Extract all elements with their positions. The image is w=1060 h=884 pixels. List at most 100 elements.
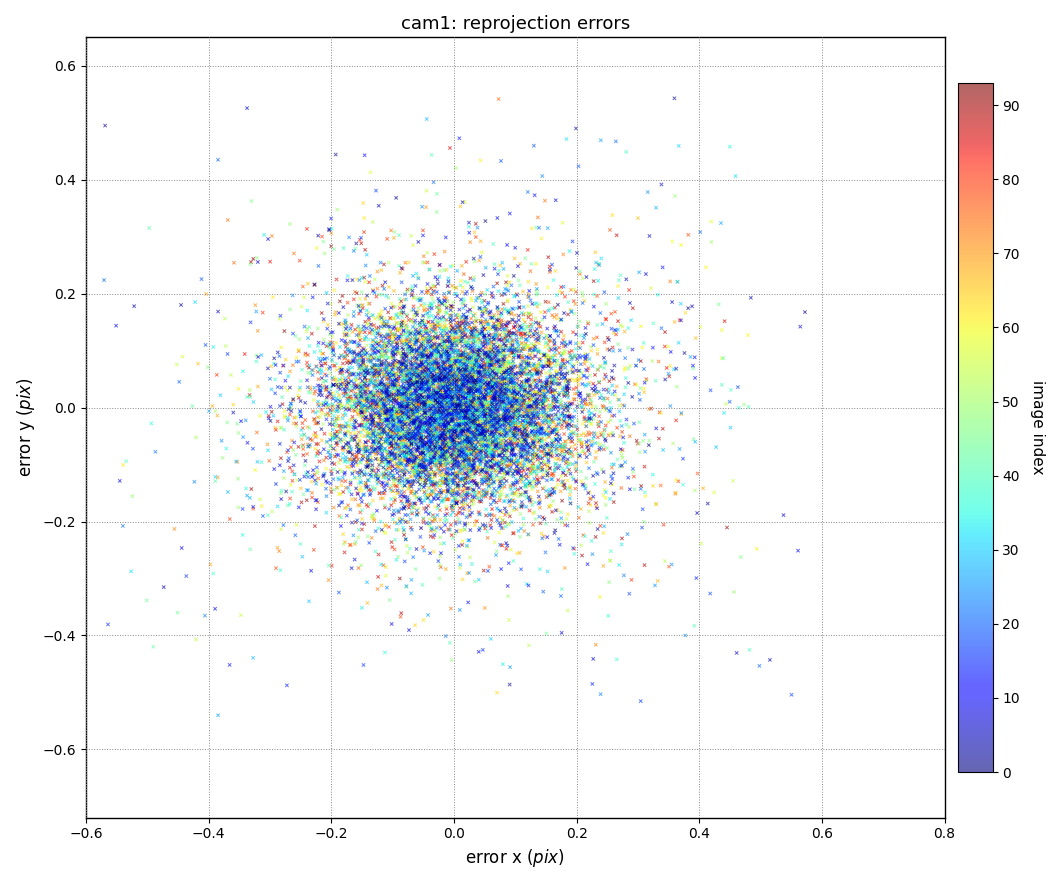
- Point: [440, 408, 457, 423]
- Point: [361, 422, 378, 436]
- Point: [456, 383, 473, 397]
- Point: [392, 440, 409, 454]
- Point: [494, 399, 511, 413]
- Point: [593, 426, 610, 440]
- Point: [408, 330, 425, 344]
- Point: [564, 410, 581, 424]
- Point: [532, 352, 549, 366]
- Point: [596, 285, 613, 299]
- Point: [463, 374, 480, 388]
- Point: [332, 432, 349, 446]
- Point: [525, 460, 542, 474]
- Point: [329, 447, 346, 461]
- Point: [537, 328, 554, 342]
- Point: [530, 316, 547, 330]
- Point: [421, 518, 438, 532]
- Point: [569, 414, 586, 428]
- Point: [414, 540, 431, 554]
- Point: [455, 396, 472, 410]
- Point: [388, 392, 405, 407]
- Point: [280, 443, 297, 457]
- Point: [484, 339, 501, 354]
- Point: [446, 457, 463, 471]
- Point: [457, 406, 474, 420]
- Point: [482, 426, 499, 440]
- Point: [413, 483, 430, 497]
- Point: [281, 497, 298, 511]
- Point: [459, 402, 476, 416]
- Point: [549, 298, 566, 312]
- Point: [448, 311, 465, 325]
- Point: [371, 349, 388, 363]
- Point: [446, 373, 463, 387]
- Point: [347, 351, 364, 365]
- Point: [514, 354, 531, 369]
- Point: [393, 502, 410, 516]
- Point: [321, 362, 338, 376]
- Point: [431, 377, 448, 391]
- Point: [396, 391, 413, 405]
- Point: [336, 545, 353, 560]
- Point: [449, 345, 466, 359]
- X-axis label: error x ($\it{pix}$): error x ($\it{pix}$): [465, 847, 565, 869]
- Point: [445, 392, 462, 407]
- Point: [430, 385, 447, 400]
- Point: [432, 401, 449, 415]
- Point: [472, 383, 489, 397]
- Point: [477, 393, 494, 408]
- Point: [420, 423, 437, 437]
- Point: [155, 580, 172, 594]
- Point: [460, 316, 477, 330]
- Point: [550, 417, 567, 431]
- Point: [365, 427, 382, 441]
- Point: [437, 443, 454, 457]
- Point: [584, 359, 601, 373]
- Point: [471, 644, 488, 659]
- Point: [457, 427, 474, 441]
- Point: [515, 407, 532, 421]
- Point: [449, 370, 466, 385]
- Point: [437, 359, 454, 373]
- Point: [435, 412, 452, 426]
- Point: [389, 374, 406, 388]
- Point: [474, 391, 491, 405]
- Point: [446, 419, 463, 433]
- Point: [323, 379, 340, 393]
- Point: [385, 347, 402, 362]
- Point: [386, 433, 403, 447]
- Point: [492, 354, 509, 369]
- Point: [601, 575, 618, 590]
- Point: [476, 387, 493, 401]
- Point: [513, 562, 530, 576]
- Point: [422, 530, 439, 544]
- Point: [323, 371, 340, 385]
- Point: [391, 436, 408, 450]
- Point: [418, 399, 435, 413]
- Point: [487, 400, 504, 414]
- Point: [400, 409, 417, 423]
- Point: [407, 393, 424, 408]
- Point: [474, 388, 491, 402]
- Point: [447, 354, 464, 368]
- Point: [428, 353, 445, 367]
- Point: [487, 441, 504, 455]
- Point: [429, 501, 446, 515]
- Point: [315, 347, 332, 361]
- Point: [413, 425, 430, 439]
- Point: [394, 443, 411, 457]
- Point: [400, 429, 417, 443]
- Point: [407, 462, 424, 476]
- Point: [560, 372, 577, 386]
- Point: [466, 358, 483, 372]
- Point: [440, 406, 457, 420]
- Point: [414, 382, 431, 396]
- Point: [437, 444, 454, 458]
- Point: [437, 393, 454, 408]
- Point: [518, 361, 535, 375]
- Point: [476, 360, 493, 374]
- Point: [339, 273, 356, 287]
- Point: [452, 354, 469, 368]
- Point: [432, 348, 449, 362]
- Point: [528, 400, 545, 414]
- Point: [456, 453, 473, 467]
